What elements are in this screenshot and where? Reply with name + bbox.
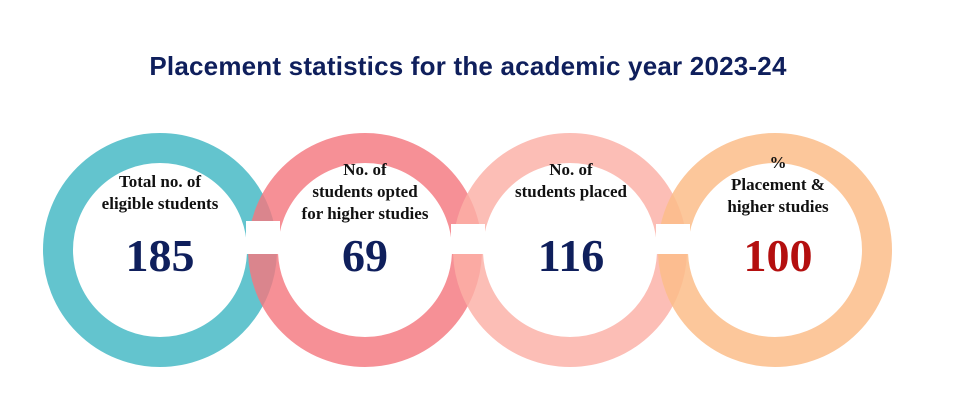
stat-value-placed: 116 [537,230,605,281]
stat-label-line: eligible students [101,194,219,213]
stat-value-percentage: 100 [743,230,813,281]
stat-value-eligible: 185 [125,230,195,281]
stat-value-higher-studies: 69 [342,230,388,281]
stat-label-line: for higher studies [301,204,429,223]
stat-label-line: students placed [515,182,627,201]
stat-label-eligible: Total no. of eligible students [75,171,245,215]
stat-label-line: Total no. of [118,172,202,191]
stat-label-higher-studies: No. of students opted for higher studies [280,159,450,225]
ring-gap [656,224,690,254]
ring-gap [246,221,280,254]
page-title: Placement statistics for the academic ye… [149,51,787,81]
stat-label-line: Placement & [731,175,825,194]
ring-gap [451,224,485,254]
stat-label-placed: No. of students placed [486,159,656,203]
stat-label-line: No. of [549,160,593,179]
stat-label-line: students opted [312,182,418,201]
stat-label-line: higher studies [727,197,829,216]
stat-label-line: No. of [343,160,387,179]
stat-label-line: % [769,153,787,172]
stat-label-percentage: % Placement & higher studies [693,152,863,218]
